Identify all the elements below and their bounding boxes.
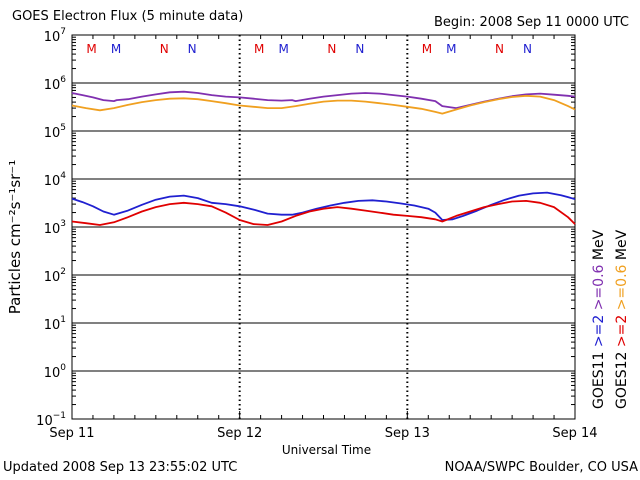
legend-entry: GOES12 xyxy=(614,352,630,409)
orbit-marker-label: N xyxy=(355,42,364,56)
legend-entry: >=0.6 xyxy=(591,264,607,314)
x-tick-label: Sep 14 xyxy=(552,426,597,441)
orbit-marker-label: N xyxy=(327,42,336,56)
series-line xyxy=(71,90,576,109)
y-tick-label: 106 xyxy=(44,75,67,93)
updated-timestamp: Updated 2008 Sep 13 23:55:02 UTC xyxy=(3,460,238,475)
legend-entry: GOES11 xyxy=(591,352,607,409)
y-tick-label: 107 xyxy=(44,27,66,45)
begin-date-label: Begin: 2008 Sep 11 0000 UTC xyxy=(433,15,629,30)
y-tick-label: 10−1 xyxy=(36,411,66,429)
orbit-marker-label: N xyxy=(523,42,532,56)
legend-entry: >=0.6 xyxy=(614,264,630,314)
series-line xyxy=(71,94,576,115)
orbit-marker-label: M xyxy=(86,42,96,56)
y-tick-label: 101 xyxy=(44,315,66,333)
y-tick-label: 104 xyxy=(44,171,67,189)
x-tick-label: Sep 11 xyxy=(49,426,94,441)
orbit-marker-label: N xyxy=(188,42,197,56)
x-tick-label: Sep 12 xyxy=(217,426,262,441)
legend-column: GOES11 >=2 >=0.6 MeV xyxy=(591,229,607,409)
orbit-marker-label: M xyxy=(446,42,456,56)
orbit-marker-label: N xyxy=(160,42,169,56)
orbit-marker-label: M xyxy=(278,42,288,56)
source-credit: NOAA/SWPC Boulder, CO USA xyxy=(444,460,638,475)
orbit-marker-label: M xyxy=(422,42,432,56)
orbit-marker-label: M xyxy=(254,42,264,56)
y-tick-label: 102 xyxy=(44,267,66,285)
y-tick-label: 100 xyxy=(44,363,67,381)
orbit-marker-label: M xyxy=(111,42,121,56)
legend-entry: MeV xyxy=(614,229,630,264)
chart-title: GOES Electron Flux (5 minute data) xyxy=(12,9,244,24)
y-tick-label: 103 xyxy=(44,219,66,237)
y-tick-label: 105 xyxy=(44,123,66,141)
y-axis-title: Particles cm⁻²s⁻¹sr⁻¹ xyxy=(6,160,24,314)
series-line xyxy=(71,191,576,221)
orbit-marker-label: N xyxy=(495,42,504,56)
legend-entry: MeV xyxy=(591,229,607,264)
x-tick-label: Sep 13 xyxy=(385,426,430,441)
legend-column: GOES12 >=2 >=0.6 MeV xyxy=(614,229,630,409)
legend-entry: >=2 xyxy=(591,315,607,352)
legend-entry: >=2 xyxy=(614,315,630,352)
x-axis-title: Universal Time xyxy=(282,443,371,457)
series-line xyxy=(71,199,576,226)
